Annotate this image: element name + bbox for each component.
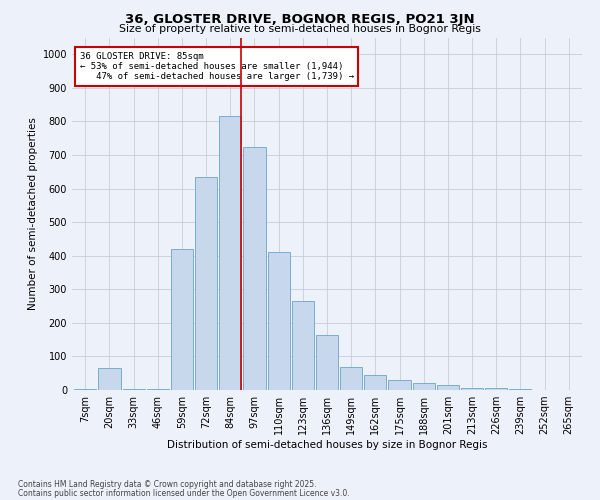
Text: Size of property relative to semi-detached houses in Bognor Regis: Size of property relative to semi-detach… [119, 24, 481, 34]
Bar [413, 384, 435, 390]
Bar [316, 334, 338, 390]
Y-axis label: Number of semi-detached properties: Number of semi-detached properties [28, 118, 38, 310]
Bar [485, 388, 508, 390]
Bar [98, 368, 121, 390]
Text: Contains HM Land Registry data © Crown copyright and database right 2025.: Contains HM Land Registry data © Crown c… [18, 480, 317, 489]
Bar [340, 366, 362, 390]
Text: Contains public sector information licensed under the Open Government Licence v3: Contains public sector information licen… [18, 489, 350, 498]
Bar [146, 389, 169, 390]
Bar [388, 380, 410, 390]
Bar [268, 252, 290, 390]
Bar [244, 146, 266, 390]
Bar [74, 389, 97, 390]
Bar [292, 301, 314, 390]
Bar [461, 388, 483, 390]
Bar [171, 249, 193, 390]
Bar [364, 375, 386, 390]
Text: 36, GLOSTER DRIVE, BOGNOR REGIS, PO21 3JN: 36, GLOSTER DRIVE, BOGNOR REGIS, PO21 3J… [125, 12, 475, 26]
Bar [195, 177, 217, 390]
Text: 36 GLOSTER DRIVE: 85sqm
← 53% of semi-detached houses are smaller (1,944)
   47%: 36 GLOSTER DRIVE: 85sqm ← 53% of semi-de… [80, 52, 354, 82]
Bar [437, 385, 459, 390]
Bar [122, 389, 145, 390]
Bar [219, 116, 241, 390]
X-axis label: Distribution of semi-detached houses by size in Bognor Regis: Distribution of semi-detached houses by … [167, 440, 487, 450]
